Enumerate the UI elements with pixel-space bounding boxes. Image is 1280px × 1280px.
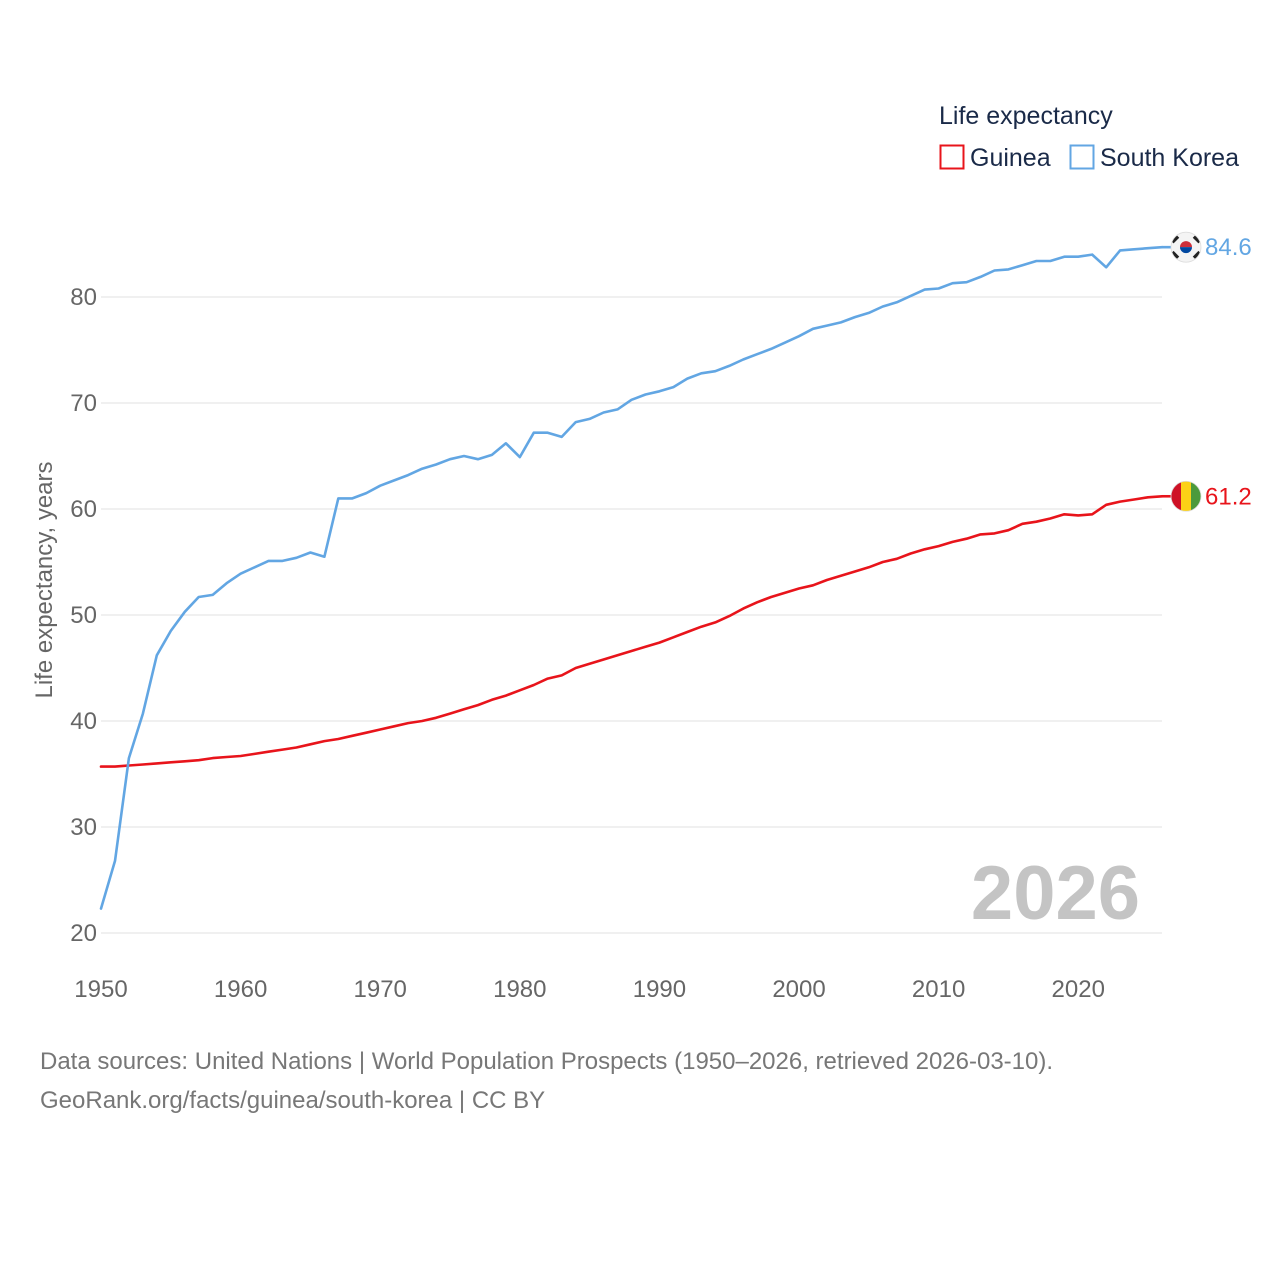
y-axis-ticks: 20 30 40 50 60 70 80 <box>70 284 97 947</box>
y-tick-label: 60 <box>70 496 97 523</box>
x-tick-label: 2000 <box>772 976 825 1003</box>
end-value-guinea: 61.2 <box>1205 483 1252 510</box>
guinea-flag-icon <box>1170 480 1202 512</box>
x-tick-label: 2010 <box>912 976 965 1003</box>
data-source-note: Data sources: United Nations | World Pop… <box>40 1048 1054 1075</box>
y-tick-label: 50 <box>70 602 97 629</box>
y-tick-label: 20 <box>70 920 97 947</box>
grid <box>101 296 1162 934</box>
legend-swatch-guinea <box>939 144 965 170</box>
source-link[interactable]: GeoRank.org/facts/guinea/south-korea | C… <box>40 1087 546 1114</box>
y-axis-title: Life expectancy, years <box>31 461 58 698</box>
y-tick-label: 80 <box>70 284 97 311</box>
legend-label-south-korea: South Korea <box>1100 144 1239 172</box>
end-markers: 61.2 84.6 <box>1162 231 1252 512</box>
y-tick-label: 70 <box>70 390 97 417</box>
x-tick-label: 1960 <box>214 976 267 1003</box>
south-korea-flag-icon <box>1170 231 1202 263</box>
line-chart: 20 30 40 50 60 70 80 1950 1960 1970 1980 1990 2000 2… <box>31 102 1252 1003</box>
footer: Data sources: United Nations | World Pop… <box>40 1042 1053 1120</box>
x-tick-label: 1970 <box>354 976 407 1003</box>
end-value-south-korea: 84.6 <box>1205 234 1252 261</box>
x-tick-label: 1950 <box>74 976 127 1003</box>
x-tick-label: 2020 <box>1052 976 1105 1003</box>
x-tick-label: 1990 <box>633 976 686 1003</box>
legend-label-guinea: Guinea <box>970 144 1051 172</box>
y-tick-label: 30 <box>70 814 97 841</box>
series-line-south-korea <box>99 245 1164 910</box>
legend-title: Life expectancy <box>939 102 1113 130</box>
x-tick-label: 1980 <box>493 976 546 1003</box>
series-line-guinea <box>99 494 1164 768</box>
year-watermark: 2026 <box>971 851 1140 936</box>
legend: Life expectancy Guinea South Korea <box>939 102 1239 172</box>
x-axis-ticks: 1950 1960 1970 1980 1990 2000 2010 2020 <box>74 976 1105 1003</box>
y-tick-label: 40 <box>70 708 97 735</box>
legend-swatch-south-korea <box>1069 144 1095 170</box>
series-lines <box>99 245 1164 910</box>
